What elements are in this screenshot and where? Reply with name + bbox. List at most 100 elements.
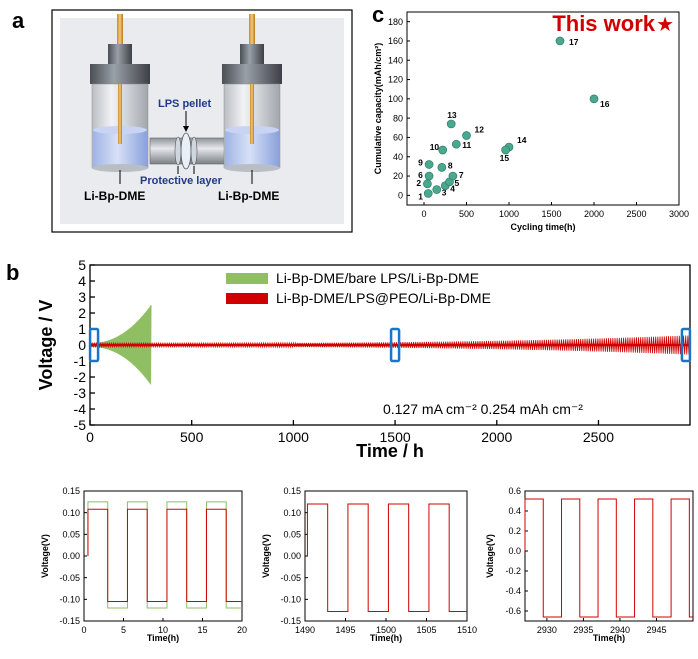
- y-tick-label: 1: [78, 321, 86, 337]
- y-tick-label: 0: [398, 191, 403, 201]
- x-axis-label: Time(h): [593, 633, 625, 643]
- data-point-11: [451, 139, 461, 149]
- right-cell: [222, 14, 282, 172]
- y-tick-label: 0.10: [283, 508, 301, 518]
- y-tick-label: -5: [74, 417, 87, 433]
- left-electrolyte-label: Li-Bp-DME: [84, 189, 145, 203]
- x-tick-label: 5: [121, 625, 126, 635]
- data-point-6: [424, 171, 434, 181]
- x-tick-label: 0: [421, 209, 426, 219]
- panel-a-label: a: [12, 8, 25, 33]
- data-label-6: 6: [418, 170, 423, 180]
- y-tick-label: 0.10: [62, 508, 80, 518]
- y-tick-label: 0.0: [508, 546, 521, 556]
- right-vessel-base: [224, 164, 280, 172]
- y-tick-label: -0.6: [505, 606, 521, 616]
- left-cap: [90, 64, 150, 84]
- x-tick-label: 10: [158, 625, 168, 635]
- data-point-10: [438, 145, 448, 155]
- x-tick-label: 2500: [583, 429, 614, 445]
- chart-c: 0 500 1000 1500 2000 2500 3000 0 20 40 60 80 100 120 1…: [373, 11, 689, 232]
- data-point-15: [501, 145, 510, 155]
- right-electrode-rod: [250, 84, 254, 144]
- left-cap-knob: [108, 44, 132, 66]
- y-tick-label: 0: [78, 337, 86, 353]
- x-tick-label: 1000: [499, 209, 519, 219]
- data-label-2: 2: [416, 178, 421, 188]
- y-tick-label: 0.4: [508, 506, 521, 516]
- y-tick-label: 180: [388, 17, 403, 27]
- data-point-7: [448, 171, 458, 181]
- y-tick-label: -4: [74, 401, 87, 417]
- y-tick-label: -3: [74, 385, 87, 401]
- x-tick-label: 1505: [416, 625, 436, 635]
- left-electrode-rod: [118, 84, 122, 144]
- x-axis-label: Time(h): [147, 633, 179, 643]
- y-axis-label: Voltage(V): [40, 534, 50, 578]
- x-tick-label: 1000: [278, 429, 309, 445]
- y-tick-label: 0.2: [508, 526, 521, 536]
- data-label-14: 14: [517, 135, 527, 145]
- x-tick-label: 500: [180, 429, 204, 445]
- panel-c-label: c: [372, 2, 384, 27]
- chart-b-zoom-3: 2930 2935 2940 2945 -0.6 -0.4 -0.2 0.0 0.2 0.4 0.6…: [485, 486, 694, 643]
- x-axis-label: Cycling time(h): [510, 222, 575, 232]
- x-tick-label: 0: [81, 625, 86, 635]
- y-tick-label: -0.10: [280, 594, 301, 604]
- y-tick-label: 80: [393, 113, 403, 123]
- data-label-17: 17: [569, 37, 579, 47]
- y-axis-label: Cumulative capacity(mAh/cm²): [373, 43, 383, 175]
- y-tick-label: 0.05: [62, 529, 80, 539]
- y-tick-label: 100: [388, 94, 403, 104]
- data-label-4: 4: [450, 184, 455, 194]
- data-label-15: 15: [500, 153, 510, 163]
- y-tick-label: 5: [78, 257, 86, 273]
- data-point-13: [446, 119, 456, 129]
- data-label-12: 12: [475, 125, 485, 135]
- data-point-9: [424, 160, 434, 169]
- x-axis-label: Time / h: [356, 441, 424, 461]
- lps-pellet-label: LPS pellet: [158, 98, 212, 110]
- y-tick-label: -0.15: [280, 616, 301, 626]
- y-tick-label: 0.00: [62, 551, 80, 561]
- zoom-marker-3: [680, 327, 692, 363]
- pellet-arrowhead: [183, 126, 189, 132]
- y-tick-label: 0.15: [283, 486, 301, 496]
- legend-swatch-1: [226, 273, 268, 284]
- x-tick-label: 20: [237, 625, 247, 635]
- y-tick-label: 60: [393, 133, 403, 143]
- right-cap-knob: [240, 44, 264, 66]
- x-tick-label: 2945: [646, 625, 666, 635]
- data-point-8: [437, 163, 447, 172]
- protective-layer-left: [174, 136, 182, 166]
- x-tick-label: 3000: [669, 209, 689, 219]
- plot-frame: [406, 11, 680, 206]
- y-tick-label: 0.00: [283, 551, 301, 561]
- data-label-11: 11: [462, 140, 471, 150]
- chart-b: 0 500 1000 1500 2000 2500-5-4-3-2-1012345Time…: [36, 257, 692, 461]
- y-tick-label: 0.05: [283, 529, 301, 539]
- plot-frame: [304, 490, 468, 622]
- y-tick-label: 2: [78, 305, 86, 321]
- y-tick-label: -1: [74, 353, 87, 369]
- data-label-9: 9: [418, 157, 423, 167]
- left-vessel-base: [92, 164, 148, 172]
- zoom-series-red: [306, 503, 467, 612]
- x-tick-label: 2500: [626, 209, 646, 219]
- this-work-badge: This work: [552, 11, 655, 36]
- x-tick-label: 1500: [380, 429, 411, 445]
- y-tick-label: -0.4: [505, 586, 521, 596]
- y-tick-label: -0.05: [59, 573, 80, 583]
- zoom-series-red: [524, 498, 693, 618]
- y-tick-label: -0.2: [505, 566, 521, 576]
- x-tick-label: 2930: [537, 625, 557, 635]
- y-tick-label: -2: [74, 369, 87, 385]
- data-label-5: 5: [455, 178, 460, 188]
- x-tick-label: 15: [197, 625, 207, 635]
- lps-pellet: [180, 132, 192, 170]
- data-label-7: 7: [459, 170, 464, 180]
- zoom-series-green: [87, 501, 242, 609]
- x-tick-label: 1490: [295, 625, 315, 635]
- data-label-10: 10: [430, 142, 440, 152]
